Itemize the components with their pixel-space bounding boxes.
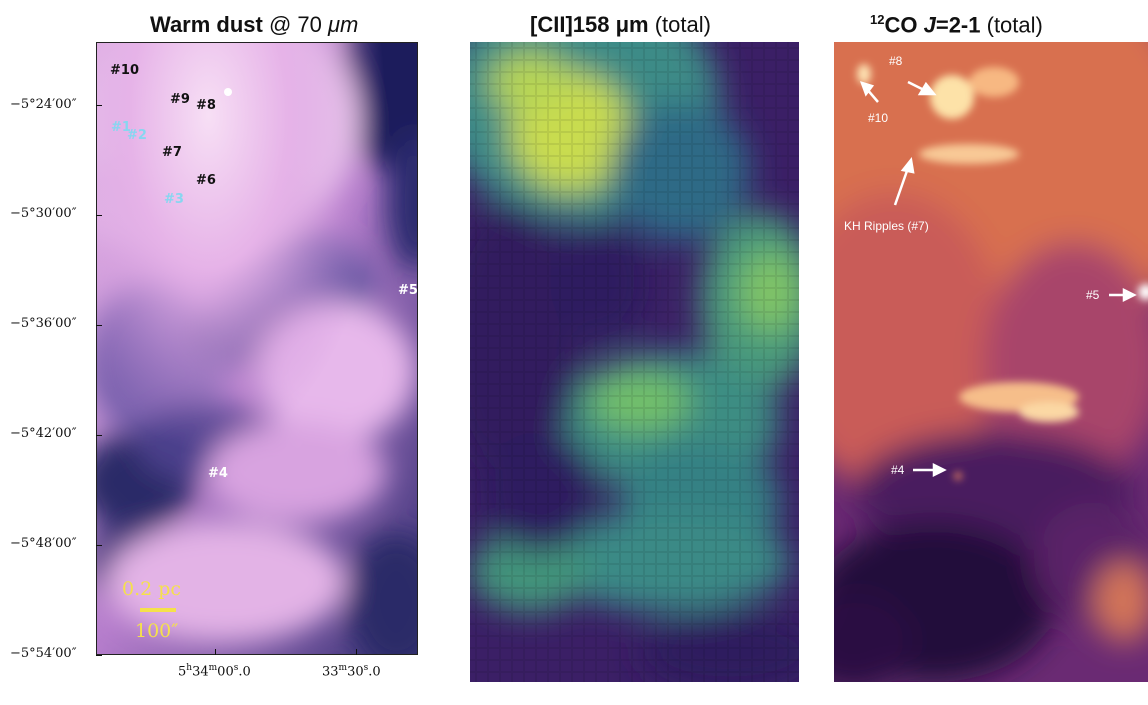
ytick-label: −5°30′00″ <box>10 206 77 221</box>
co-label-5: #5 <box>1086 288 1100 302</box>
dust-map-image <box>96 42 418 655</box>
panel-title-cii: [CII]158 μm (total) <box>530 12 711 37</box>
co-label-10: #10 <box>868 111 889 125</box>
source-label-8: #8 <box>196 98 216 113</box>
dust-map-frame <box>96 42 418 655</box>
source-label-6: #6 <box>196 173 216 188</box>
ytick-mark <box>96 655 102 656</box>
source-label-1: #1 <box>111 120 131 135</box>
source-label-2: #2 <box>127 128 147 143</box>
ytick-mark <box>96 325 102 326</box>
ytick-label: −5°42′00″ <box>10 426 77 441</box>
ytick-label: −5°54′00″ <box>10 646 77 661</box>
co-label-8: #8 <box>889 54 903 68</box>
xtick-mark <box>356 649 357 655</box>
co-label-4: #4 <box>891 463 905 477</box>
ytick-mark <box>96 545 102 546</box>
scale-label-arcsec: 100″ <box>135 620 179 642</box>
ytick-label: −5°36′00″ <box>10 316 77 331</box>
ytick-label: −5°24′00″ <box>10 97 77 112</box>
source-label-4: #4 <box>208 466 228 481</box>
xtick-label: 5h34m00s.0 <box>178 663 251 680</box>
co-map-image <box>834 42 1148 682</box>
source-label-3: #3 <box>164 192 184 207</box>
source-label-9: #9 <box>170 92 190 107</box>
scale-label-pc: 0.2 pc <box>122 578 182 600</box>
source-label-10: #10 <box>110 63 139 78</box>
ytick-mark <box>96 435 102 436</box>
source-label-5: #5 <box>398 283 418 298</box>
arrow-8 <box>907 80 925 92</box>
source-label-7: #7 <box>162 145 182 160</box>
panel-title-dust: Warm dust @ 70 μm <box>150 12 359 37</box>
arrow-kh <box>893 167 910 206</box>
xtick-mark <box>215 649 216 655</box>
cii-map-image <box>470 42 799 682</box>
panel-title-co: 12CO J=2-1 (total) <box>870 12 1043 38</box>
ytick-mark <box>96 105 102 106</box>
ytick-label: −5°48′00″ <box>10 536 77 551</box>
scale-bar <box>140 608 176 612</box>
co-label-kh-ripples: KH Ripples (#7) <box>844 219 929 233</box>
ytick-mark <box>96 215 102 216</box>
xtick-label: 33m30s.0 <box>322 663 381 680</box>
